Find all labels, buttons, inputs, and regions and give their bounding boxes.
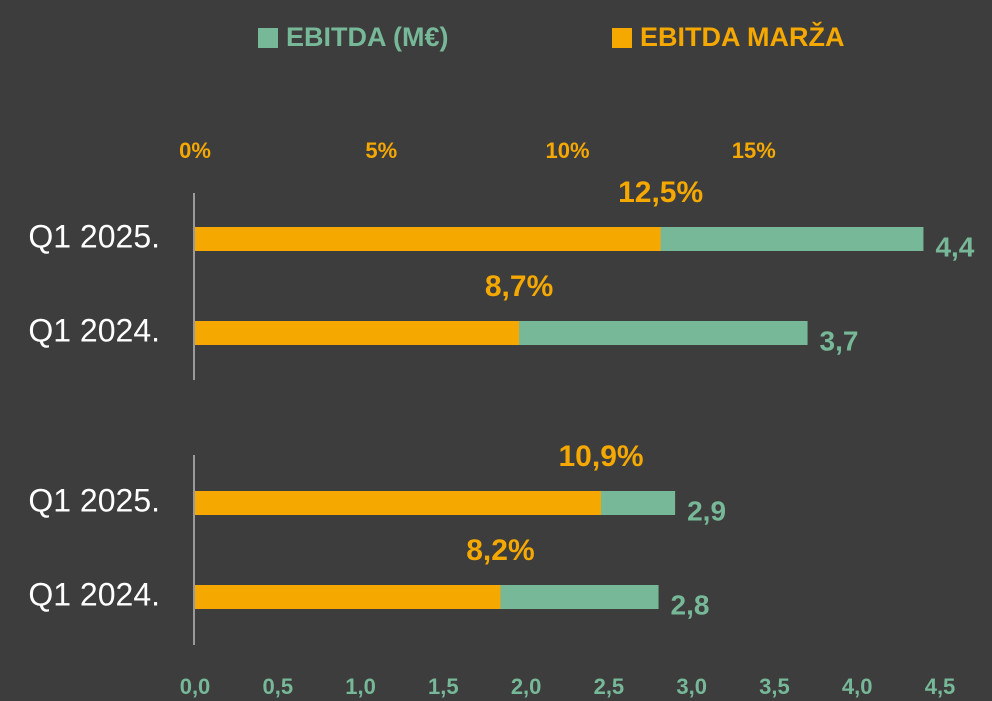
value-label: 8,2% xyxy=(466,534,534,567)
value-label: 4,4 xyxy=(935,231,974,262)
category-label: Q1 2024. xyxy=(28,576,160,612)
x-tick-label: 1,0 xyxy=(345,674,376,699)
category-label: Q1 2025. xyxy=(28,482,160,518)
x2-tick-label: 15% xyxy=(732,138,776,163)
x2-tick-label: 10% xyxy=(545,138,589,163)
x-tick-label: 4,5 xyxy=(925,674,956,699)
value-label: 8,7% xyxy=(485,270,553,303)
category-label: Q1 2024. xyxy=(28,312,160,348)
x2-tick-label: 0% xyxy=(179,138,211,163)
bar xyxy=(195,585,501,609)
x2-tick-label: 5% xyxy=(365,138,397,163)
bar xyxy=(195,227,661,251)
value-label: 3,7 xyxy=(820,325,859,356)
category-label: Q1 2025. xyxy=(28,218,160,254)
x-tick-label: 3,5 xyxy=(759,674,790,699)
x-tick-label: 0,5 xyxy=(262,674,293,699)
legend-label: EBITDA (M€) xyxy=(286,22,449,52)
legend-swatch xyxy=(612,28,632,48)
value-label: 2,9 xyxy=(687,495,726,526)
value-label: 12,5% xyxy=(618,176,703,209)
x-tick-label: 0,0 xyxy=(180,674,211,699)
x-tick-label: 4,0 xyxy=(842,674,873,699)
bar xyxy=(195,321,520,345)
x-tick-label: 2,0 xyxy=(511,674,542,699)
bar xyxy=(195,491,602,515)
x-tick-label: 3,0 xyxy=(676,674,707,699)
x-tick-label: 2,5 xyxy=(594,674,625,699)
value-label: 10,9% xyxy=(558,440,643,473)
legend-swatch xyxy=(258,28,278,48)
value-label: 2,8 xyxy=(671,589,710,620)
legend-label: EBITDA MARŽA xyxy=(640,21,844,52)
x-tick-label: 1,5 xyxy=(428,674,459,699)
